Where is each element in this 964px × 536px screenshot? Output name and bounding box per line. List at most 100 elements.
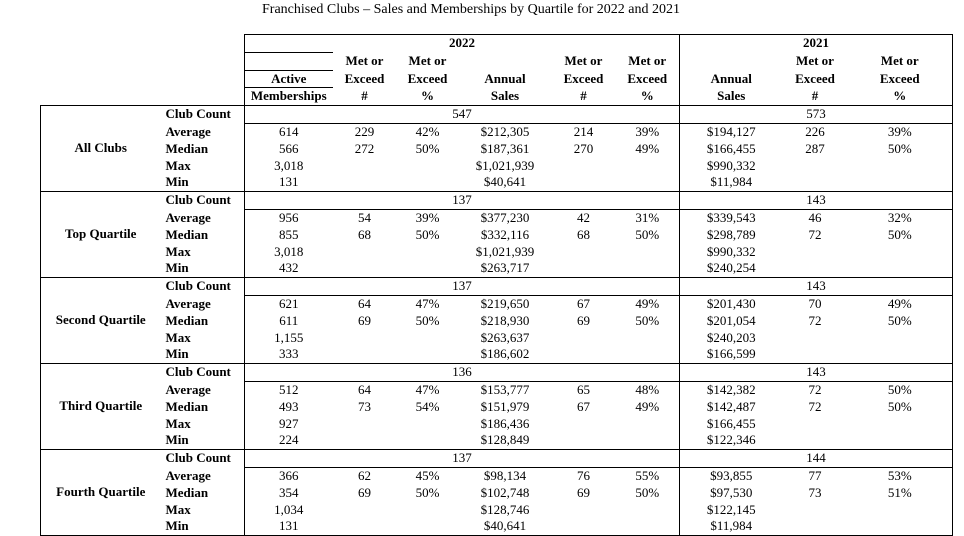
- table-cell: 50%: [847, 226, 953, 244]
- column-header-9-line-3: %: [847, 87, 953, 107]
- stat-label: Min: [160, 174, 245, 193]
- column-header-3-line-3: %: [396, 87, 459, 107]
- header-row-line-2: Active Exceed Exceed Annual Exceed Exceed Annu…: [41, 69, 953, 88]
- table-cell: 226: [805, 123, 825, 139]
- table-cell: [332, 432, 397, 451]
- table-cell: [783, 330, 848, 347]
- column-header-2-line-2: Exceed: [344, 70, 385, 86]
- column-header-4-line-1: [459, 52, 552, 70]
- stat-label: Average: [160, 295, 245, 313]
- table-cell: 31%: [615, 209, 680, 227]
- table-cell: $263,717: [458, 260, 552, 279]
- table-cell: [396, 346, 459, 365]
- year-2022-header: 2022: [244, 34, 680, 53]
- table-cell: $97,530: [710, 484, 753, 500]
- table-cell: [333, 330, 397, 347]
- header-row-line-1: Met or Met or Met or Met or Met or Met or: [41, 51, 953, 71]
- table-cell: [847, 346, 953, 365]
- table-cell: $128,849: [458, 432, 552, 451]
- table-cell: [552, 416, 616, 433]
- table-cell: $166,455: [706, 140, 756, 156]
- table-cell: $219,650: [480, 295, 530, 311]
- table-cell: 50%: [415, 312, 440, 328]
- table-cell: 272: [354, 140, 375, 156]
- table-row: Second Quartile Club Count 137 143: [40, 277, 953, 365]
- table-cell: 50%: [847, 312, 953, 330]
- table-cell: 72: [808, 312, 822, 328]
- table-cell: [332, 174, 397, 193]
- table-cell: $212,305: [480, 123, 530, 139]
- stat-label: Club Count: [160, 105, 245, 124]
- table-cell: 46: [808, 209, 822, 225]
- table-row: Max 3,018 $1,021,939 $990,332: [41, 243, 953, 261]
- table-cell: 432: [244, 260, 333, 279]
- stat-label: Average: [160, 209, 245, 227]
- table-cell: [615, 329, 680, 347]
- club-count-2021: 143: [679, 277, 953, 296]
- column-header-3-line-2: Exceed: [407, 70, 448, 86]
- column-header-6-line-2: Exceed: [615, 70, 680, 88]
- table-cell: 614: [279, 123, 299, 139]
- table-cell: [397, 244, 459, 261]
- table-cell: 956: [279, 209, 299, 225]
- group-name: Second Quartile: [40, 277, 161, 365]
- table-cell: $102,748: [480, 484, 530, 500]
- table-cell: 76: [577, 467, 590, 483]
- group-name: Fourth Quartile: [40, 449, 161, 536]
- club-count-2022: 547: [244, 105, 680, 124]
- stat-label: Club Count: [160, 277, 245, 296]
- column-header-5-line-1: Met or: [564, 52, 603, 68]
- table-row: Top Quartile Club Count 137 143: [40, 191, 953, 279]
- table-cell: [397, 416, 459, 433]
- table-cell: 566: [279, 140, 299, 156]
- table-cell: 50%: [615, 312, 680, 330]
- table-cell: 39%: [615, 123, 680, 141]
- stat-label: Club Count: [160, 191, 245, 210]
- group-name: Third Quartile: [40, 363, 161, 451]
- table-cell: 1,034: [274, 501, 304, 517]
- table-row: Median 611 69 50% $218,930 69 50% $201,054 72 50%: [41, 312, 953, 330]
- stat-label: Average: [160, 467, 245, 485]
- table-cell: [615, 260, 680, 279]
- table-cell: $40,641: [458, 518, 552, 536]
- table-cell: [332, 346, 397, 365]
- table-cell: [615, 415, 680, 433]
- table-cell: [847, 260, 953, 279]
- table-cell: [397, 158, 459, 175]
- table-row: Max 927 $186,436 $166,455: [41, 415, 953, 433]
- table-cell: [333, 244, 397, 261]
- table-cell: [783, 158, 848, 175]
- table-cell: 512: [279, 381, 299, 397]
- column-header-5-line-2: Exceed: [563, 70, 604, 86]
- table-cell: $142,487: [706, 398, 756, 414]
- table-row: Average 366 62 45% $98,134 76 55% $93,855 77 53%: [41, 467, 953, 485]
- table-cell: [847, 501, 953, 519]
- stat-label: Min: [160, 260, 245, 279]
- table-cell: [552, 502, 616, 519]
- table-cell: [783, 416, 848, 433]
- table-cell: 3,018: [274, 243, 304, 259]
- table-cell: 49%: [615, 398, 680, 416]
- table-cell: 366: [279, 467, 299, 483]
- table-row: Third Quartile Club Count 136 143: [40, 363, 953, 451]
- table-cell: [847, 432, 953, 451]
- group-name: Top Quartile: [40, 191, 161, 279]
- table-cell: [397, 330, 459, 347]
- column-header-1-line-1: [244, 51, 333, 71]
- stat-label: Average: [160, 123, 245, 141]
- table-row: Average 621 64 47% $219,650 67 49% $201,430 70 49…: [41, 295, 953, 313]
- column-header-1-line-2: Active: [244, 69, 333, 88]
- table-cell: 50%: [847, 140, 953, 158]
- stat-label: Min: [160, 346, 245, 365]
- table-cell: $201,430: [706, 295, 756, 311]
- club-count-2022: 137: [244, 449, 680, 468]
- table-body: All Clubs Club Count 547 573 Average 614 229 42…: [40, 105, 953, 536]
- table-cell: 48%: [615, 381, 680, 399]
- table-cell: [332, 518, 397, 536]
- document-title: Franchised Clubs – Sales and Memberships…: [0, 2, 964, 18]
- group-name: All Clubs: [40, 105, 161, 193]
- table-cell: 50%: [847, 381, 953, 399]
- table-cell: $11,984: [679, 518, 783, 536]
- table-cell: 47%: [415, 295, 440, 311]
- table-cell: $990,332: [706, 157, 756, 173]
